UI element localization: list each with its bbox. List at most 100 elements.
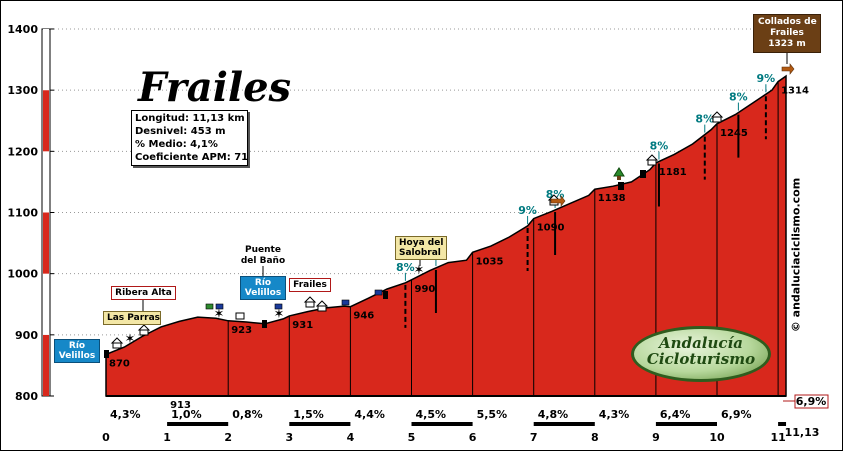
km-altitude-label: 1181 (659, 167, 687, 178)
house-icon (303, 296, 317, 303)
km-altitude-label: 1245 (720, 128, 748, 139)
cyclist-icon (262, 320, 267, 328)
km-grade-label: 1,0% (171, 408, 202, 421)
km-altitude-label: 946 (353, 311, 374, 322)
x-tick-label: 8 (591, 431, 599, 444)
bus-icon (235, 312, 245, 320)
logo-text-2: Cicloturismo (646, 350, 756, 368)
x-tick-label: 1 (163, 431, 171, 444)
house-icon-body (305, 301, 315, 308)
ramp-label: 9% (518, 204, 537, 217)
y-axis-band-segment (43, 151, 49, 213)
cyclist-icon (618, 182, 624, 190)
ramp-label: 8% (729, 91, 748, 104)
watermark-vertical: © andaluciaciclismo.com (789, 177, 803, 333)
x-end-label: 11,13 (785, 426, 820, 439)
ramp-label: 8% (396, 261, 415, 274)
tree-icon (613, 167, 625, 177)
chart-title: Frailes (137, 64, 291, 111)
label-rio-velillos-start: Río Velillos (54, 339, 100, 363)
km-altitude-label: 923 (231, 325, 252, 336)
y-axis-band-segment (43, 334, 49, 396)
signal-icon (374, 289, 383, 296)
stats-box: Longitud: 11,13 km Desnivel: 453 m % Med… (131, 110, 248, 166)
x-tick-label: 7 (530, 431, 538, 444)
x-tick-label: 11 (770, 431, 785, 444)
km-grade-label: 6,4% (660, 408, 691, 421)
y-tick-label: 1000 (7, 268, 38, 281)
signal-icon (205, 303, 214, 310)
km-grade-label: 1,5% (293, 408, 324, 421)
y-axis-band-segment (43, 212, 49, 274)
last-grade-label: 6,9% (796, 395, 827, 408)
y-tick-label: 1300 (7, 84, 38, 97)
x-axis-bar (411, 422, 473, 426)
tree-icon-trunk (617, 176, 621, 180)
x-tick-label: 4 (347, 431, 355, 444)
km-altitude-label: 1090 (537, 223, 565, 234)
km-grade-labels: 4,3% 1,0% 0,8% 1,5% 4,4% 4,5% 5,5% 4,8% 4,3% 6,4%… (110, 394, 829, 421)
signal-icon (274, 303, 283, 310)
x-axis-bar (533, 422, 595, 426)
y-tick-label: 1400 (7, 23, 38, 36)
label-rio-velillos-mid: Río Velillos (240, 276, 286, 300)
house-icon-body (139, 329, 149, 336)
junction-icon: ✶ (414, 263, 425, 278)
x-tick-label: 5 (408, 431, 416, 444)
junction-icon: ✶ (274, 307, 285, 322)
label-las-parras: Las Parras (103, 311, 161, 325)
stat-medio: % Medio: 4,1% (135, 139, 218, 150)
x-axis-bar (289, 422, 351, 426)
label-frailes: Frailes (289, 278, 331, 292)
y-tick-label: 1100 (7, 206, 38, 219)
house-icon (110, 337, 124, 344)
km-grade-label: 4,3% (110, 408, 141, 421)
house-icon (315, 300, 329, 307)
y-tick-label: 1200 (7, 145, 38, 158)
km-altitude-labels: 870 913 923 931 946 990 1035 1090 1138 1181 1245 13… (109, 86, 809, 411)
logo-badge: Andalucía Cicloturismo (631, 326, 771, 382)
km-altitude-label: 990 (415, 284, 436, 295)
logo-text-1: Andalucía (659, 334, 743, 352)
km-altitude-label: 931 (292, 320, 313, 331)
km-altitude-label: 1314 (781, 86, 809, 97)
house-icon-body (647, 159, 657, 166)
ramp-label: 9% (757, 72, 776, 85)
y-axis-band-segment (43, 28, 49, 91)
label-hoya-del-salobral: Hoya del Salobral (395, 236, 447, 260)
km-grade-label: 4,8% (538, 408, 569, 421)
km-grade-label: 4,3% (599, 408, 630, 421)
profile-area (105, 74, 787, 397)
arrow-sign-icon (781, 63, 795, 75)
x-tick-label: 10 (709, 431, 725, 444)
stat-longitud: Longitud: 11,13 km (135, 113, 245, 124)
x-tick-label: 0 (102, 431, 110, 444)
cyclist-icon (383, 291, 388, 299)
cyclist-icon (640, 170, 646, 178)
signal-icon (215, 303, 224, 310)
km-altitude-label: 1138 (598, 193, 626, 204)
x-tick-label: 6 (469, 431, 477, 444)
stat-desnivel: Desnivel: 453 m (135, 126, 226, 137)
junction-icon: ✶ (214, 307, 225, 322)
house-icon-body (112, 342, 122, 349)
cyclist-icon (104, 350, 109, 358)
km-grade-label: 4,4% (354, 408, 385, 421)
x-axis-bar (167, 422, 229, 426)
y-axis: 800 900 1000 1100 1200 1300 1400 (7, 23, 54, 403)
label-ribera-alta: Ribera Alta (111, 286, 176, 300)
km-altitude-label: 1035 (476, 256, 504, 267)
arrow-sign-icon (550, 195, 566, 207)
y-axis-band-segment (43, 90, 49, 152)
max-ramp-markers: 8%8%8%9%8%8%8%9% (396, 72, 775, 328)
km-altitude-label: 913 (170, 400, 191, 411)
km-altitude-label: 870 (109, 358, 130, 369)
label-puente-del-bano: Puente del Baño (240, 245, 286, 266)
km-grade-label: 6,9% (721, 408, 752, 421)
ramp-label: 8% (695, 113, 714, 126)
y-tick-label: 900 (15, 329, 38, 342)
ramp-label: 8% (546, 188, 565, 201)
km-grade-label: 4,5% (416, 408, 447, 421)
